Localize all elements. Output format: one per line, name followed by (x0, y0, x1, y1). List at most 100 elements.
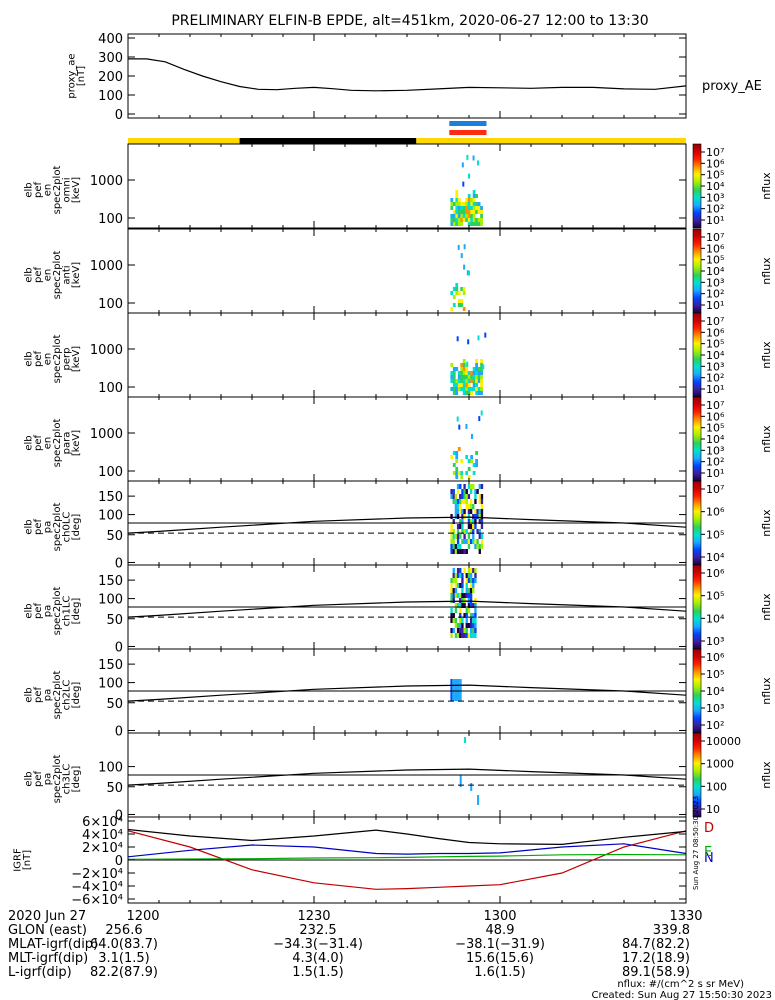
spectrogram-cell (450, 202, 454, 206)
spectrogram-cell (452, 287, 456, 291)
pitch-angle-cell (465, 633, 468, 638)
pitch-angle-cell (463, 593, 466, 598)
colorbar (692, 228, 702, 314)
pitch-angle-cell (454, 608, 458, 613)
igrf-series-line (127, 830, 687, 890)
pitch-angle-cell (469, 529, 473, 534)
spectrogram-cell (477, 210, 481, 214)
spectrogram-cell (465, 214, 469, 218)
igrf-series-line (127, 828, 687, 846)
spectrogram-cell (477, 222, 481, 226)
pitch-angle-cell (469, 593, 473, 598)
pitch-angle-cell (474, 568, 477, 573)
pitch-angle-cell (461, 588, 464, 593)
pitch-angle-cell (461, 529, 464, 534)
spectrogram-cell (457, 218, 461, 222)
pitch-angle-cell (474, 499, 477, 504)
colorbar (692, 396, 702, 482)
pitch-angle-cell (461, 514, 464, 519)
colorbar-tick-label: 10⁴ (706, 551, 725, 564)
colorbar-label: nflux (760, 172, 773, 200)
spectrogram-cell (455, 383, 459, 387)
pitch-angle-cell (472, 529, 475, 534)
pitch-angle-cell (461, 524, 464, 529)
pitch-angle-cell (474, 514, 477, 519)
colorbar-label-text: nflux (760, 341, 773, 369)
pitch-angle-cell (463, 534, 466, 539)
pitch-angle-cell (478, 484, 481, 489)
pitch-angle-cell (456, 484, 460, 489)
pitch-angle-cell (472, 633, 475, 638)
spectrogram-cell (465, 391, 469, 395)
pitch-angle-cell (461, 593, 464, 598)
ephemeris-value: 84.7(82.2) (622, 937, 690, 952)
spectrogram-cell (462, 375, 466, 379)
pitch-angle-cell (480, 504, 484, 509)
axis-label-line: en (42, 184, 53, 197)
pitch-angle-cell (465, 539, 468, 544)
pitch-angle-cell (476, 489, 479, 494)
colorbar-tick-label: 10⁵ (706, 528, 724, 541)
spectrogram-cell (450, 218, 454, 222)
spectrogram-cell (470, 375, 474, 379)
spectrogram-cell (455, 202, 459, 206)
spectrogram-cell (480, 218, 483, 222)
x-tick-label: 1200 (126, 909, 159, 924)
pitch-angle-cell (463, 499, 466, 504)
axis-label-line: pef (33, 687, 44, 704)
pitch-angle-cell (452, 568, 455, 573)
ephemeris-label: MLAT-igrf(dip) (8, 937, 98, 952)
spectrogram-cell (480, 359, 483, 363)
pitch-angle-cell (461, 509, 464, 514)
spectrogram-cell (462, 181, 465, 187)
spectrogram-cell (470, 206, 474, 210)
spectrogram-cell (465, 471, 469, 475)
pitch-angle-cell (480, 499, 484, 504)
spectrogram-cell (468, 270, 471, 276)
spectrogram-cell (472, 155, 475, 161)
spectrogram-cell (452, 214, 456, 218)
spectrogram-cell (460, 471, 464, 475)
pitch-angle-cell (461, 628, 464, 633)
axis-label-line: spec2plot (52, 251, 63, 300)
spectrogram-cell (465, 202, 469, 206)
pitch-angle-cell (472, 539, 475, 544)
pitch-angle-cell (459, 568, 462, 573)
pitch-angle-cell (454, 593, 458, 598)
pitch-angle-cell (469, 573, 473, 578)
spectrogram-cell (472, 463, 476, 467)
pitch-angle-cell (459, 499, 462, 504)
pitch-angle-cell (456, 633, 460, 638)
pitch-angle-cell (459, 583, 462, 588)
spectrogram-cell (455, 283, 459, 287)
spectrogram-cell (480, 410, 483, 416)
colorbar-tick-label: 10000 (706, 735, 741, 748)
pitch-angle-cell (467, 593, 471, 598)
spectrogram-cell (452, 367, 456, 371)
spectrogram-cell (455, 198, 459, 202)
y-tick-label: −4×10⁴ (71, 880, 123, 895)
axis-label-line: anti (61, 265, 72, 284)
pitch-angle-cell (459, 504, 462, 509)
spectrogram-cell (457, 375, 461, 379)
pitch-angle-cell (472, 534, 475, 539)
spectrogram-cell (480, 383, 483, 387)
pitch-angle-cell (456, 489, 460, 494)
spectrogram-cell (460, 206, 464, 210)
pitch-angle-cell (469, 603, 473, 608)
pitch-angle-cell (454, 603, 458, 608)
axis-label-line: [nT] (76, 66, 87, 86)
spectrogram-cell (465, 379, 469, 383)
pitch-angle-cell (450, 489, 453, 494)
spectrogram-cell (467, 218, 471, 222)
spectrogram-cell (457, 387, 461, 391)
axis-label-line: pef (33, 435, 44, 452)
spectrogram-cell (475, 202, 478, 206)
spectrogram-cell (465, 387, 469, 391)
pitch-angle-cell (456, 534, 460, 539)
spectrogram-cell (467, 379, 471, 383)
spectrogram-cell (450, 206, 454, 210)
spectrogram-cell (477, 218, 481, 222)
axis-label-line: elb (23, 603, 34, 618)
